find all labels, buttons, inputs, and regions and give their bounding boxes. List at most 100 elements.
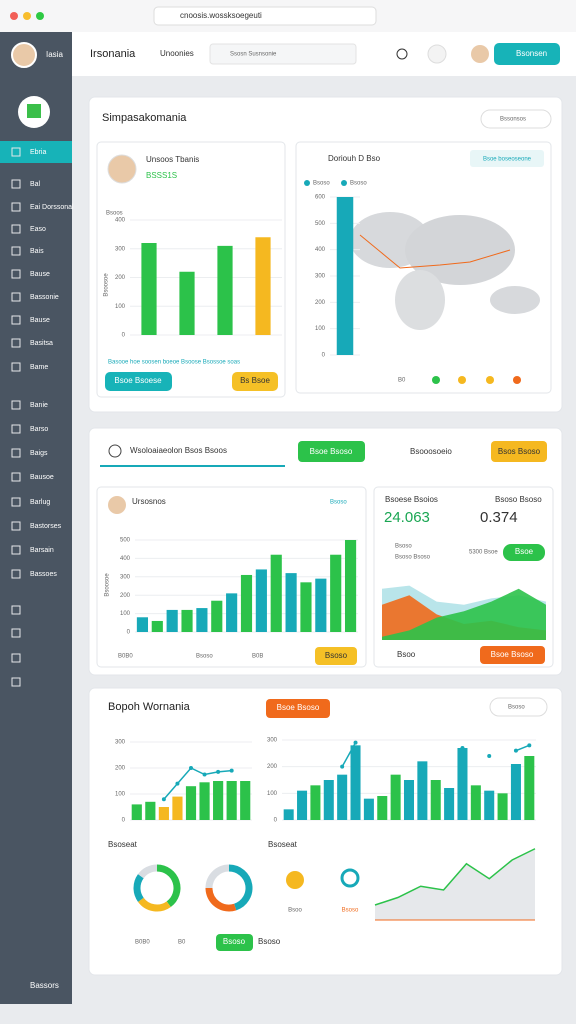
stat-label: Bsoese Bsoios: [385, 495, 438, 504]
bar: [285, 573, 297, 632]
donut-segment: [205, 864, 230, 889]
bar: [136, 617, 149, 632]
line-point: [487, 754, 492, 758]
bar: [297, 790, 308, 820]
dropdown[interactable]: [480, 109, 552, 129]
bar: [145, 801, 156, 820]
bar: [457, 748, 468, 820]
bar: [484, 790, 495, 820]
button-text: Bsos Bsoso: [498, 447, 541, 456]
tab[interactable]: Wsoloaiaeolon Bsos Bsoos: [130, 446, 227, 455]
y-tick-label: 200: [115, 275, 126, 281]
side-text: Bsooosoeio: [410, 447, 452, 456]
area: [382, 588, 546, 640]
trend-line: [374, 848, 536, 906]
button[interactable]: [232, 372, 278, 391]
button-text: Bsoe Bsoso: [277, 703, 320, 712]
button[interactable]: [503, 544, 545, 561]
menu-icon: [11, 292, 21, 302]
button-text: Bsoe: [515, 547, 534, 556]
y-tick-label: 300: [115, 246, 126, 252]
y-tick-label: 300: [115, 740, 126, 746]
logo-mark: [27, 104, 41, 118]
y-tick-label: 200: [267, 764, 278, 770]
bar: [213, 781, 224, 820]
bar: [158, 807, 169, 820]
y-tick-label: 300: [267, 738, 278, 744]
button[interactable]: [491, 441, 547, 462]
button[interactable]: [298, 441, 365, 462]
bar: [255, 237, 271, 335]
menu-icon: [11, 224, 21, 234]
menu-icon: [11, 448, 21, 458]
stat-row: Bsoso Bsoso: [395, 555, 431, 561]
bar: [524, 756, 535, 820]
chip: B0B: [252, 654, 263, 660]
caption: Basooe hoe soosen boeoe Bsoose Bsossoe s…: [108, 360, 240, 366]
button[interactable]: [266, 699, 330, 718]
button[interactable]: [105, 372, 172, 391]
y-tick-label: 500: [120, 538, 131, 544]
active-item: [0, 141, 72, 163]
donut-segment: [156, 864, 181, 908]
y-tick-label: 0: [274, 818, 278, 824]
bar: [337, 774, 348, 820]
dropdown-text: Bsoso: [508, 705, 525, 711]
menu-icon: [11, 269, 21, 279]
y-tick-label: 300: [315, 274, 326, 280]
menu-icon: [11, 147, 21, 157]
sun-icon: [286, 871, 304, 889]
donut-segment: [228, 864, 253, 911]
card-title: Simpasakomania: [102, 112, 187, 124]
donut-segment: [133, 874, 144, 902]
bar: [377, 796, 388, 820]
card-title: Bopoh Wornania: [108, 701, 191, 713]
profile-sub: BSSS1S: [146, 171, 177, 180]
button[interactable]: [315, 647, 357, 665]
bar: [141, 243, 157, 335]
chip: B0B0: [118, 654, 133, 660]
button-text: Bsoso: [223, 937, 246, 946]
menu-item: Barsain: [30, 547, 54, 554]
button-text: Bsoe Bsoese: [114, 376, 162, 385]
icon[interactable]: [396, 48, 408, 60]
stat-footer: Bsoo: [397, 650, 416, 659]
dropdown[interactable]: [489, 697, 548, 717]
bar: [199, 782, 210, 820]
section-label: Bsoseat: [108, 840, 138, 849]
menu-icon: [11, 497, 21, 507]
bar: [217, 245, 233, 335]
search-text: Ssosn Susnsonie: [230, 52, 277, 58]
button[interactable]: [480, 646, 545, 664]
donut-segment: [137, 864, 158, 879]
menu-icon: [11, 521, 21, 531]
avatar[interactable]: [471, 45, 489, 63]
y-tick-label: 100: [315, 326, 326, 332]
sidebar-menu: Ebria Bal Eai Dorssonal Easo Bais Bause Basson…: [0, 141, 74, 687]
sidebar: [0, 32, 72, 1004]
bar: [172, 796, 183, 820]
y-tick-label: 200: [315, 300, 326, 306]
icon[interactable]: [427, 44, 447, 64]
bar: [310, 785, 321, 820]
url: cnoosis.wossksoegeuti: [180, 11, 262, 20]
y-tick-label: 200: [120, 593, 131, 599]
menu-item: Bassoes: [30, 571, 57, 578]
menu-item: Bame: [30, 364, 48, 371]
menu-icon: [11, 362, 21, 372]
badge: [470, 150, 544, 167]
url-bar[interactable]: [153, 6, 377, 26]
button[interactable]: [216, 934, 253, 951]
line: [341, 742, 530, 768]
bar: [131, 804, 142, 820]
header-button[interactable]: [494, 43, 560, 65]
menu-item: Bal: [30, 181, 41, 188]
header-nav[interactable]: Unoonies: [160, 49, 194, 58]
menu-item: Bausoe: [30, 474, 54, 481]
y-tick-label: 200: [115, 766, 126, 772]
search[interactable]: [209, 43, 357, 65]
y-tick-label: 300: [120, 574, 131, 580]
axis-label: Bsoosoe: [105, 573, 111, 597]
bar: [300, 582, 312, 632]
